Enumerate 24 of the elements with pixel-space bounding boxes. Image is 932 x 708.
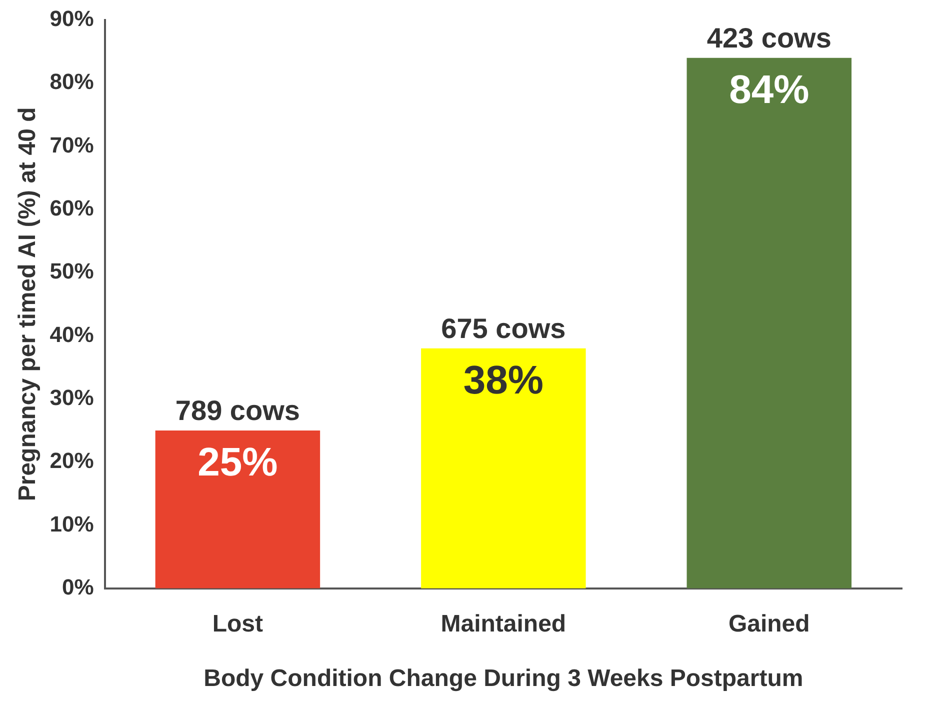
data-label: 38% [463, 358, 544, 402]
data-label: 25% [198, 440, 278, 485]
y-tick-label: 70% [50, 132, 94, 158]
annotation: 423 cows [706, 22, 832, 54]
y-tick-label: 30% [50, 384, 94, 410]
bar [421, 348, 586, 588]
y-tick-label: 90% [50, 6, 94, 32]
annotation: 675 cows [441, 313, 566, 344]
y-tick-label: 20% [50, 448, 94, 474]
annotation: 789 cows [175, 395, 300, 426]
bar [686, 58, 852, 588]
bar [155, 430, 320, 588]
x-tick-label: Gained [728, 610, 810, 638]
y-tick-label: 40% [50, 322, 94, 347]
y-tick-label: 0% [62, 574, 94, 600]
x-axis-title: Body Condition Change During 3 Weeks Postpartum [204, 665, 804, 692]
y-axis-title: Pregnancy per timed AI (%) at 40 d [14, 107, 42, 502]
x-tick-label: Maintained [440, 610, 566, 638]
x-tick-label: Lost [212, 610, 264, 638]
y-tick-label: 60% [50, 196, 94, 221]
y-tick-label: 10% [50, 511, 94, 536]
data-label: 84% [729, 68, 810, 112]
y-tick-label: 80% [50, 69, 94, 94]
y-tick-label: 50% [50, 258, 94, 284]
